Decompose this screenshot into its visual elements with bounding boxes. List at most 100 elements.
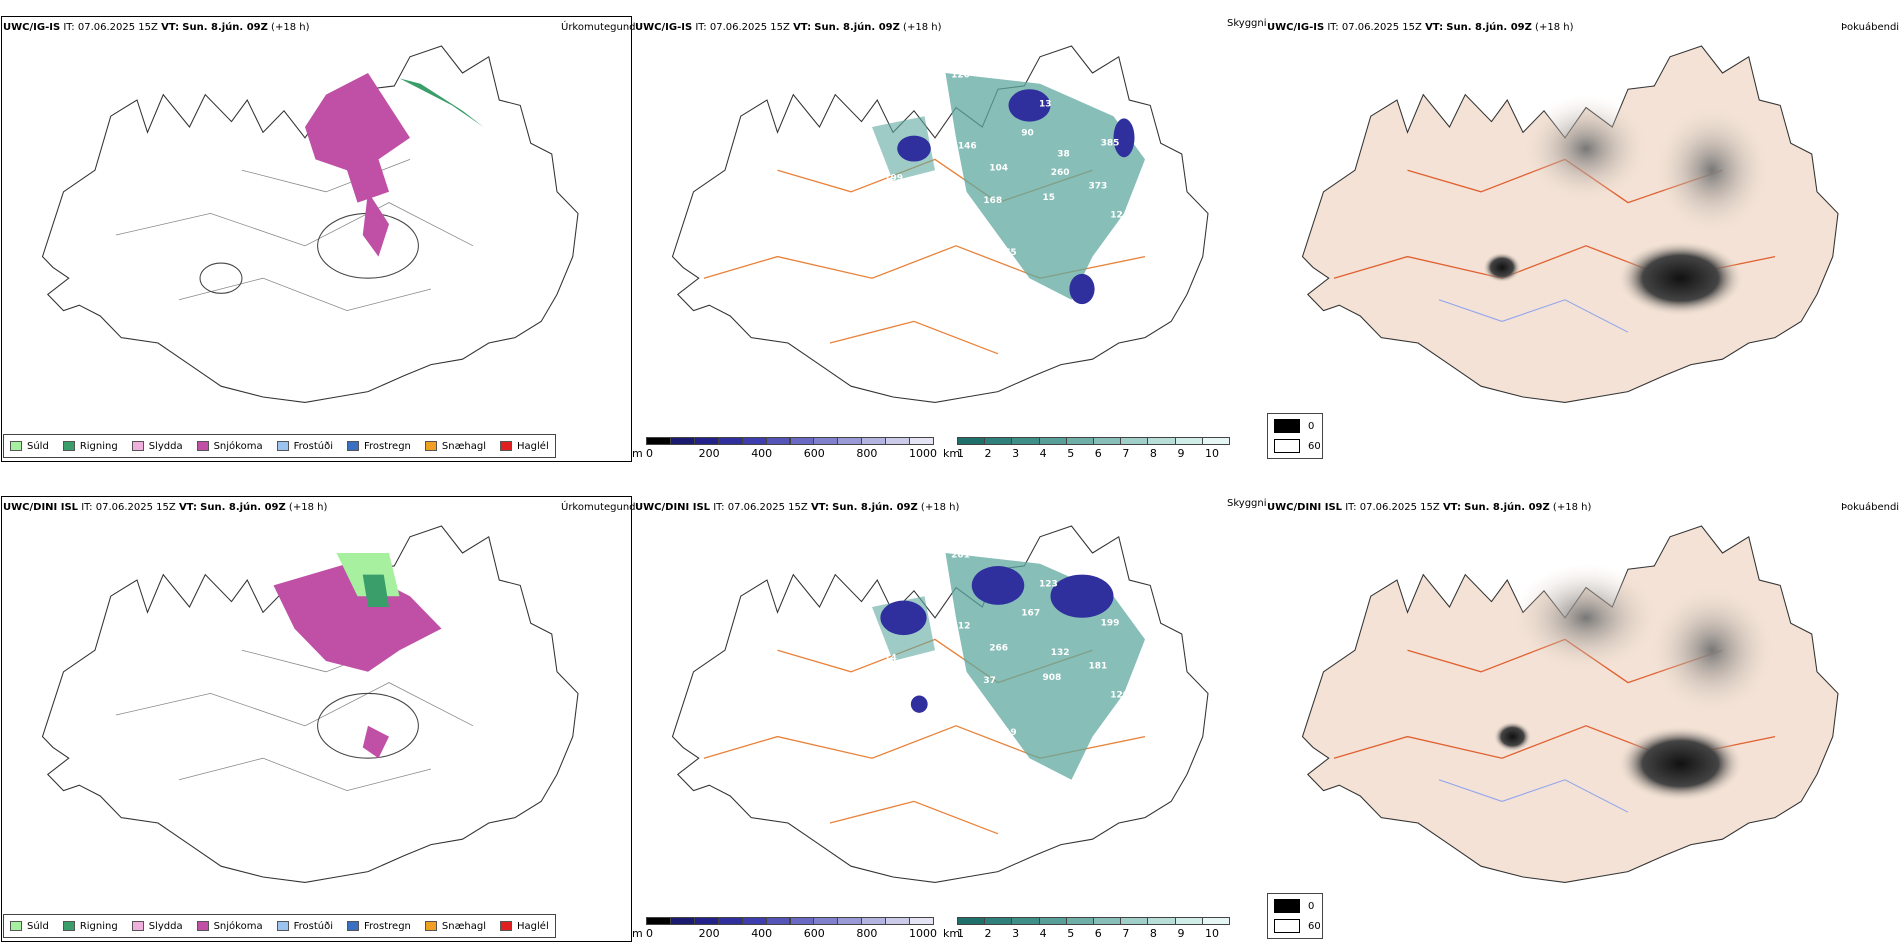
colorbar-unit: km [943, 447, 961, 460]
visibility-value-label: 90 [1021, 129, 1034, 139]
visibility-value-label: 908 [1043, 673, 1062, 683]
colorbar-tick: 6 [1094, 447, 1102, 460]
visibility-value-label: 168 [983, 196, 1002, 206]
colorbar-segment [1038, 437, 1067, 445]
legend-label: Súld [27, 440, 49, 452]
precip-legend-item: Rigning [62, 440, 118, 452]
visibility-value-label: 373 [1089, 182, 1108, 192]
colorbar-tick: 2 [984, 447, 992, 460]
legend-swatch [131, 921, 144, 931]
colorbar-segment [669, 917, 695, 925]
colorbar-segment [1011, 437, 1040, 445]
colorbar-segment [813, 917, 839, 925]
legend-label: Haglél [517, 920, 549, 932]
legend-swatch [62, 441, 75, 451]
visibility-colorbar-m-top: m 0 200 400 600 800 1000 [632, 437, 937, 461]
colorbar-segment [909, 917, 934, 925]
map-header-bottom-1: UWC/DINI ISL IT: 07.06.2025 15Z VT: Sun.… [3, 502, 328, 513]
colorbar-segment [741, 437, 767, 445]
map-header-bottom-2: UWC/DINI ISL IT: 07.06.2025 15Z VT: Sun.… [635, 502, 960, 513]
precip-legend-item: Snæhagl [424, 440, 487, 452]
colorbar-tick: 6 [1094, 927, 1102, 940]
colorbar-tick: 7 [1122, 447, 1130, 460]
colorbar-segment [1147, 917, 1176, 925]
colorbar-tick: 9 [1177, 927, 1185, 940]
visibility-value-label: 385 [1101, 138, 1120, 148]
precip-legend-item: Snjókoma [196, 441, 263, 452]
colorbar-segment [837, 917, 863, 925]
colorbar-tick: 2 [984, 927, 992, 940]
visibility-value-label: 17 [1121, 725, 1134, 735]
fog-title-bottom: Þokuábendi [1841, 502, 1900, 513]
visibility-value-label: 181 [1089, 662, 1108, 672]
colorbar-tick: 200 [698, 447, 720, 460]
precip-legend-item: Frostregn [347, 921, 411, 932]
colorbar-segment [1093, 917, 1122, 925]
visibility-labels-bottom: 132 37 123 17 266 199 119 201 181 13 208 908 12 23 373… [884, 551, 1164, 749]
visibility-title-bottom: Skyggni [1227, 498, 1267, 509]
colorbar-unit: km [943, 927, 961, 940]
colorbar-tick: 8 [1149, 447, 1157, 460]
colorbar-segment [984, 917, 1013, 925]
colorbar-tick: 400 [751, 447, 773, 460]
legend-label: Snæhagl [441, 440, 487, 452]
colorbar-segment [717, 437, 743, 445]
visibility-labels-top: 260 168 13 260 104 385 175 120 373 152 67 15 146 23 30… [884, 71, 1164, 269]
visibility-value-label: 132 [1051, 648, 1070, 658]
colorbar-segment [1011, 917, 1040, 925]
precip-legend-item: Snæhagl [424, 921, 486, 932]
map-header-top-2: UWC/IG-IS IT: 07.06.2025 15Z VT: Sun. 8.… [635, 22, 942, 33]
legend-swatch [424, 921, 437, 931]
visibility-value-label: 30 [935, 258, 948, 268]
legend-swatch [500, 921, 513, 931]
colorbar-tick: 0 [646, 927, 653, 940]
legend-label: Snjókoma [213, 920, 263, 932]
colorbar-tick: 200 [698, 927, 720, 940]
visibility-value-label: 14 [884, 654, 897, 664]
visibility-value-label: 208 [1091, 561, 1110, 571]
colorbar-tick: 10 [1205, 447, 1219, 460]
precip-title-bottom: Úrkomutegund [561, 502, 636, 513]
legend-label: Rigning [79, 920, 118, 932]
legend-label: Rigning [79, 440, 118, 452]
colorbar-tick: 800 [856, 447, 878, 460]
precip-legend-item: Rigning [62, 920, 118, 932]
visibility-value-label: 13 [934, 675, 947, 685]
colorbar-segment [717, 917, 743, 925]
colorbar-segment [765, 917, 791, 925]
colorbar-segment [765, 437, 791, 445]
colorbar-segment [1038, 917, 1067, 925]
visibility-colorbar-km-top: km 1 2 3 4 5 6 7 8 9 10 [943, 437, 1233, 461]
legend-swatch [10, 921, 22, 931]
visibility-value-label: 23 [1152, 149, 1165, 159]
colorbar-segment [741, 917, 767, 925]
colorbar-tick: 8 [1149, 927, 1157, 940]
colorbar-segment [1093, 437, 1122, 445]
fog-title-top: Þokuábendi [1841, 22, 1900, 33]
precip-legend-item: Haglél [500, 441, 549, 452]
colorbar-segment [1201, 917, 1230, 925]
visibility-value-label: 167 [1021, 609, 1040, 619]
legend-swatch [424, 441, 437, 451]
precip-type-map-top [1, 16, 632, 462]
colorbar-segment [646, 437, 671, 445]
precip-type-map-bottom [1, 496, 632, 942]
precip-legend-item: Frostúði [276, 921, 333, 932]
colorbar-tick: 4 [1039, 927, 1047, 940]
legend-swatch [196, 921, 209, 931]
colorbar-tick: 5 [1067, 447, 1075, 460]
precip-title-top: Úrkomutegund [561, 22, 636, 33]
visibility-value-label: 260 [1051, 168, 1070, 178]
colorbar-segment [1120, 917, 1149, 925]
visibility-value-label: 119 [998, 728, 1017, 738]
colorbar-segment [984, 437, 1013, 445]
precip-legend-item: Súld [10, 441, 49, 452]
fog-legend-top: 0 60 [1267, 413, 1323, 459]
colorbar-segment [861, 437, 887, 445]
colorbar-segment [1201, 437, 1230, 445]
colorbar-segment [813, 437, 839, 445]
visibility-colorbar-m-bottom: m 0 200 400 600 800 1000 [632, 917, 937, 941]
visibility-value-label: 12 [958, 622, 971, 632]
visibility-value-label: 120 [951, 71, 970, 81]
legend-label: Slydda [148, 920, 183, 932]
